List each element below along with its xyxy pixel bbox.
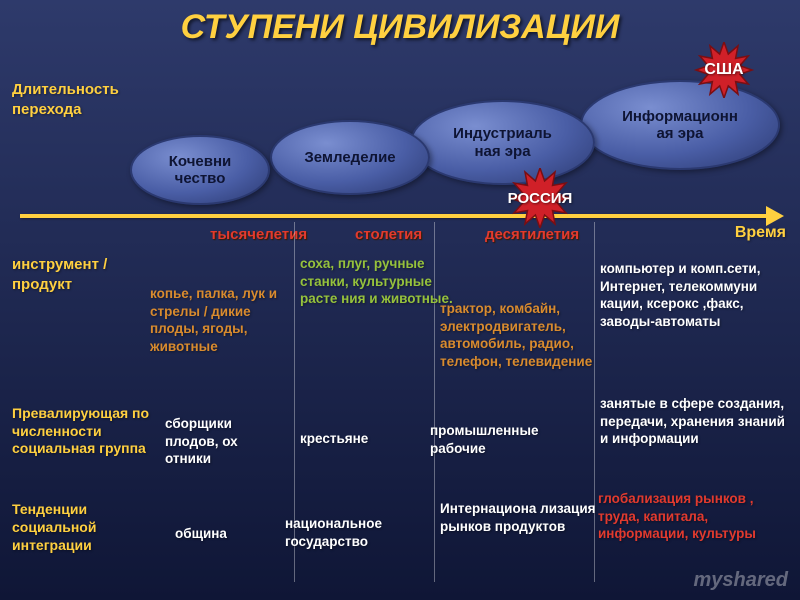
label-group: Превалирующая по численности социальная … — [12, 405, 167, 458]
tools-cell-2: трактор, комбайн, электродвигатель, авто… — [440, 300, 610, 370]
groups-cell-3: занятые в сфере создания, передачи, хран… — [600, 395, 795, 448]
duration-2: десятилетия — [485, 226, 579, 243]
burst-0: США — [680, 42, 768, 98]
trends-cell-2: Интернациона лизация рынков продуктов — [440, 500, 600, 535]
time-label: Время — [735, 224, 786, 242]
trends-cell-0: община — [175, 525, 275, 543]
duration-1: столетия — [355, 226, 422, 243]
duration-0: тысячелетия — [210, 226, 307, 243]
slide-title: СТУПЕНИ ЦИВИЛИЗАЦИИ — [0, 0, 800, 47]
label-trend: Тенденции социальной интеграции — [12, 500, 152, 555]
timeline-arrow-head — [766, 206, 784, 226]
trends-cell-3: глобализация рынков , труда, капитала, и… — [598, 490, 798, 543]
timeline-arrow-line — [20, 214, 766, 218]
stage-oval-1: Земледелие — [270, 120, 430, 195]
watermark: myshared — [694, 569, 789, 592]
tools-cell-3: компьютер и комп.сети, Интернет, телеком… — [600, 260, 795, 330]
trends-cell-1: национальное государство — [285, 515, 435, 550]
label-tool: инструмент / продукт — [12, 255, 152, 294]
groups-cell-2: промышленные рабочие — [430, 422, 590, 457]
stage-oval-0: Кочевни чество — [130, 135, 270, 205]
slide-content: СТУПЕНИ ЦИВИЛИЗАЦИИ Длительность переход… — [0, 0, 800, 600]
label-duration: Длительность перехода — [12, 80, 142, 119]
groups-cell-1: крестьяне — [300, 430, 420, 448]
groups-cell-0: сборщики плодов, ох отники — [165, 415, 275, 468]
burst-1: РОССИЯ — [480, 168, 600, 228]
tools-cell-0: копье, палка, лук и стрелы / дикие плоды… — [150, 285, 300, 355]
